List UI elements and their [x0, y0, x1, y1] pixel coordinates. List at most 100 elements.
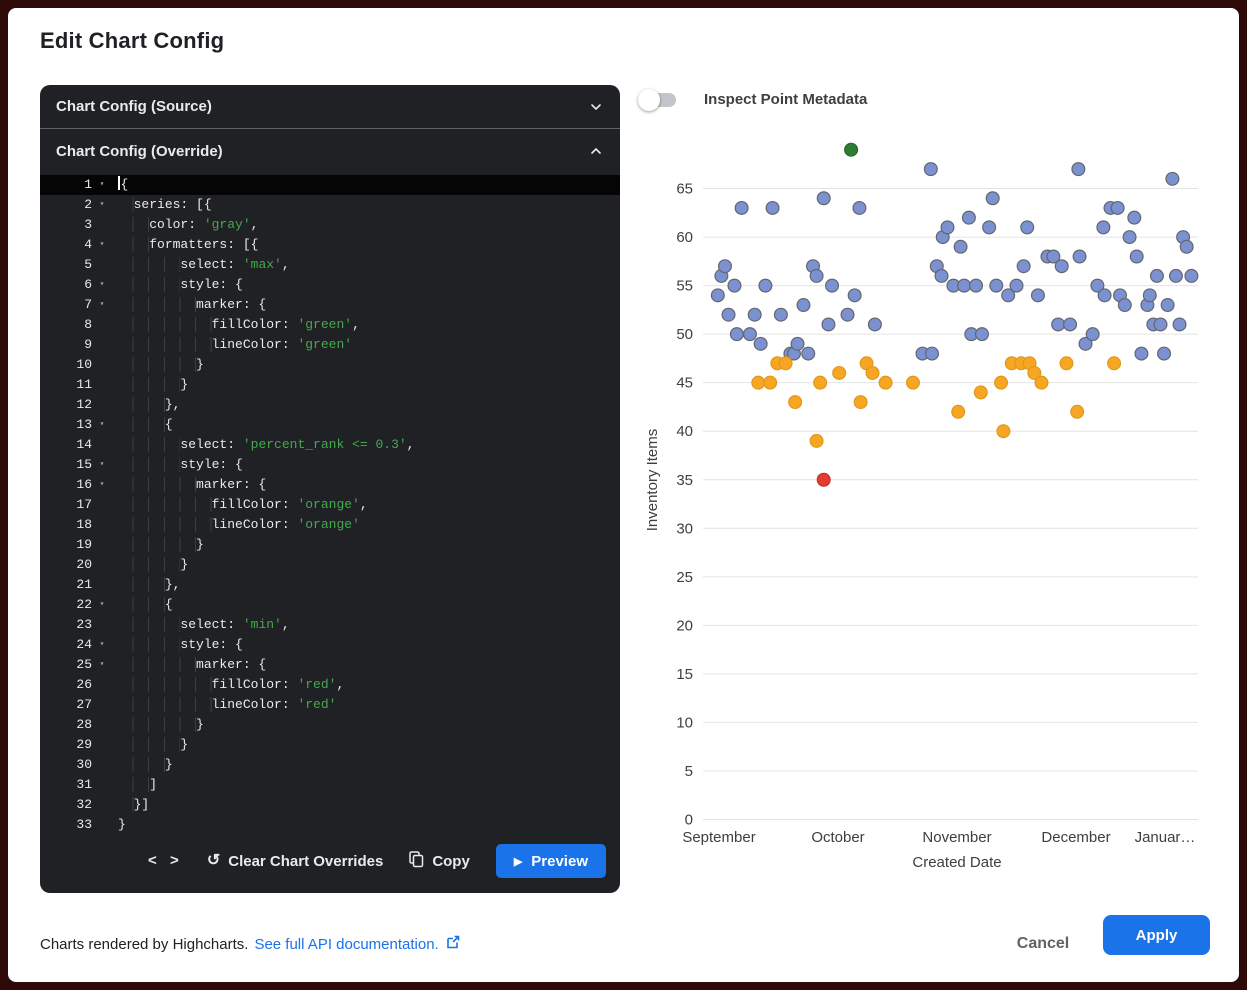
scatter-chart[interactable]: 0 5 10 15 20 25 30 35 40 45 50 55 60 65 September Octob…	[640, 140, 1215, 888]
fold-arrow-icon[interactable]: ▾	[99, 600, 105, 609]
code-line[interactable]: 16 ▾ marker: {	[40, 475, 620, 495]
code-line[interactable]: 11 }	[40, 375, 620, 395]
data-point[interactable]	[973, 385, 988, 400]
code-line[interactable]: 31 ]	[40, 775, 620, 795]
code-line[interactable]: 24 ▾ style: {	[40, 635, 620, 655]
data-point[interactable]	[1149, 268, 1164, 283]
data-point[interactable]	[865, 365, 880, 380]
data-point[interactable]	[821, 317, 836, 332]
data-point[interactable]	[1184, 268, 1199, 283]
data-point[interactable]	[1165, 171, 1180, 186]
data-point[interactable]	[1096, 220, 1111, 235]
code-line[interactable]: 9 lineColor: 'green'	[40, 335, 620, 355]
data-point[interactable]	[734, 200, 749, 215]
data-point[interactable]	[747, 307, 762, 322]
data-point[interactable]	[1034, 375, 1049, 390]
data-point[interactable]	[727, 278, 742, 293]
data-point[interactable]	[1072, 249, 1087, 264]
data-point[interactable]	[1085, 327, 1100, 342]
code-line[interactable]: 3 color: 'gray',	[40, 215, 620, 235]
data-point[interactable]	[974, 327, 989, 342]
data-point[interactable]	[852, 200, 867, 215]
fold-arrow-icon[interactable]: ▾	[99, 460, 105, 469]
data-point[interactable]	[1071, 162, 1086, 177]
data-point[interactable]	[1129, 249, 1144, 264]
data-point[interactable]	[1063, 317, 1078, 332]
data-point[interactable]	[1127, 210, 1142, 225]
code-line[interactable]: 7 ▾ marker: {	[40, 295, 620, 315]
code-line[interactable]: 21 },	[40, 575, 620, 595]
chart-config-override-header[interactable]: Chart Config (Override)	[40, 129, 620, 173]
fold-arrow-icon[interactable]: ▾	[99, 240, 105, 249]
data-point[interactable]	[801, 346, 816, 361]
data-point[interactable]	[847, 288, 862, 303]
copy-button[interactable]: Copy	[409, 850, 470, 872]
data-point[interactable]	[1001, 288, 1016, 303]
code-line[interactable]: 27 lineColor: 'red'	[40, 695, 620, 715]
data-point[interactable]	[951, 404, 966, 419]
data-point[interactable]	[1054, 259, 1069, 274]
data-point[interactable]	[1122, 230, 1137, 245]
data-point[interactable]	[925, 346, 940, 361]
data-point[interactable]	[763, 375, 778, 390]
data-point[interactable]	[1046, 249, 1061, 264]
fold-arrow-icon[interactable]: ▾	[99, 300, 105, 309]
fold-arrow-icon[interactable]: ▾	[99, 200, 105, 209]
data-point[interactable]	[969, 278, 984, 293]
code-line[interactable]: 10 }	[40, 355, 620, 375]
data-point[interactable]	[1153, 317, 1168, 332]
data-point[interactable]	[809, 433, 824, 448]
code-line[interactable]: 1 ▾ {	[40, 175, 620, 195]
data-point[interactable]	[790, 336, 805, 351]
data-point[interactable]	[813, 375, 828, 390]
data-point[interactable]	[1117, 298, 1132, 313]
data-point[interactable]	[853, 395, 868, 410]
data-point[interactable]	[1027, 365, 1042, 380]
code-line[interactable]: 2 ▾ series: [{	[40, 195, 620, 215]
data-point[interactable]	[753, 336, 768, 351]
data-point[interactable]	[1110, 200, 1125, 215]
code-line[interactable]: 18 lineColor: 'orange'	[40, 515, 620, 535]
code-line[interactable]: 32 }]	[40, 795, 620, 815]
external-link-icon[interactable]	[445, 934, 461, 954]
data-point[interactable]	[905, 375, 920, 390]
data-point[interactable]	[825, 278, 840, 293]
code-line[interactable]: 8 fillColor: 'green',	[40, 315, 620, 335]
data-point[interactable]	[796, 298, 811, 313]
data-point[interactable]	[1070, 404, 1085, 419]
code-editor[interactable]: 1 ▾{2 ▾ series: [{3 color: 'gray', 4 ▾ forma…	[40, 173, 620, 837]
fold-arrow-icon[interactable]: ▾	[99, 480, 105, 489]
data-point[interactable]	[742, 327, 757, 342]
data-point[interactable]	[1009, 278, 1024, 293]
code-line[interactable]: 20 }	[40, 555, 620, 575]
apply-button[interactable]: Apply	[1103, 915, 1210, 955]
code-line[interactable]: 29 }	[40, 735, 620, 755]
data-point[interactable]	[788, 395, 803, 410]
data-point[interactable]	[816, 472, 831, 487]
chart-config-source-header[interactable]: Chart Config (Source)	[40, 85, 620, 129]
data-point[interactable]	[721, 307, 736, 322]
data-point[interactable]	[729, 327, 744, 342]
data-point[interactable]	[957, 278, 972, 293]
data-point[interactable]	[867, 317, 882, 332]
data-point[interactable]	[1020, 220, 1035, 235]
data-point[interactable]	[1179, 239, 1194, 254]
data-point[interactable]	[751, 375, 766, 390]
data-point[interactable]	[840, 307, 855, 322]
data-point[interactable]	[923, 162, 938, 177]
data-point[interactable]	[961, 210, 976, 225]
code-line[interactable]: 15 ▾ style: {	[40, 455, 620, 475]
code-line[interactable]: 6 ▾ style: {	[40, 275, 620, 295]
data-point[interactable]	[994, 375, 1009, 390]
data-point[interactable]	[765, 200, 780, 215]
code-view-button[interactable]: < >	[148, 853, 181, 870]
data-point[interactable]	[809, 268, 824, 283]
code-line[interactable]: 4 ▾ formatters: [{	[40, 235, 620, 255]
code-line[interactable]: 26 fillColor: 'red',	[40, 675, 620, 695]
data-point[interactable]	[982, 220, 997, 235]
code-line[interactable]: 22 ▾ {	[40, 595, 620, 615]
data-point[interactable]	[1142, 288, 1157, 303]
data-point[interactable]	[1157, 346, 1172, 361]
code-line[interactable]: 19 }	[40, 535, 620, 555]
code-line[interactable]: 30 }	[40, 755, 620, 775]
